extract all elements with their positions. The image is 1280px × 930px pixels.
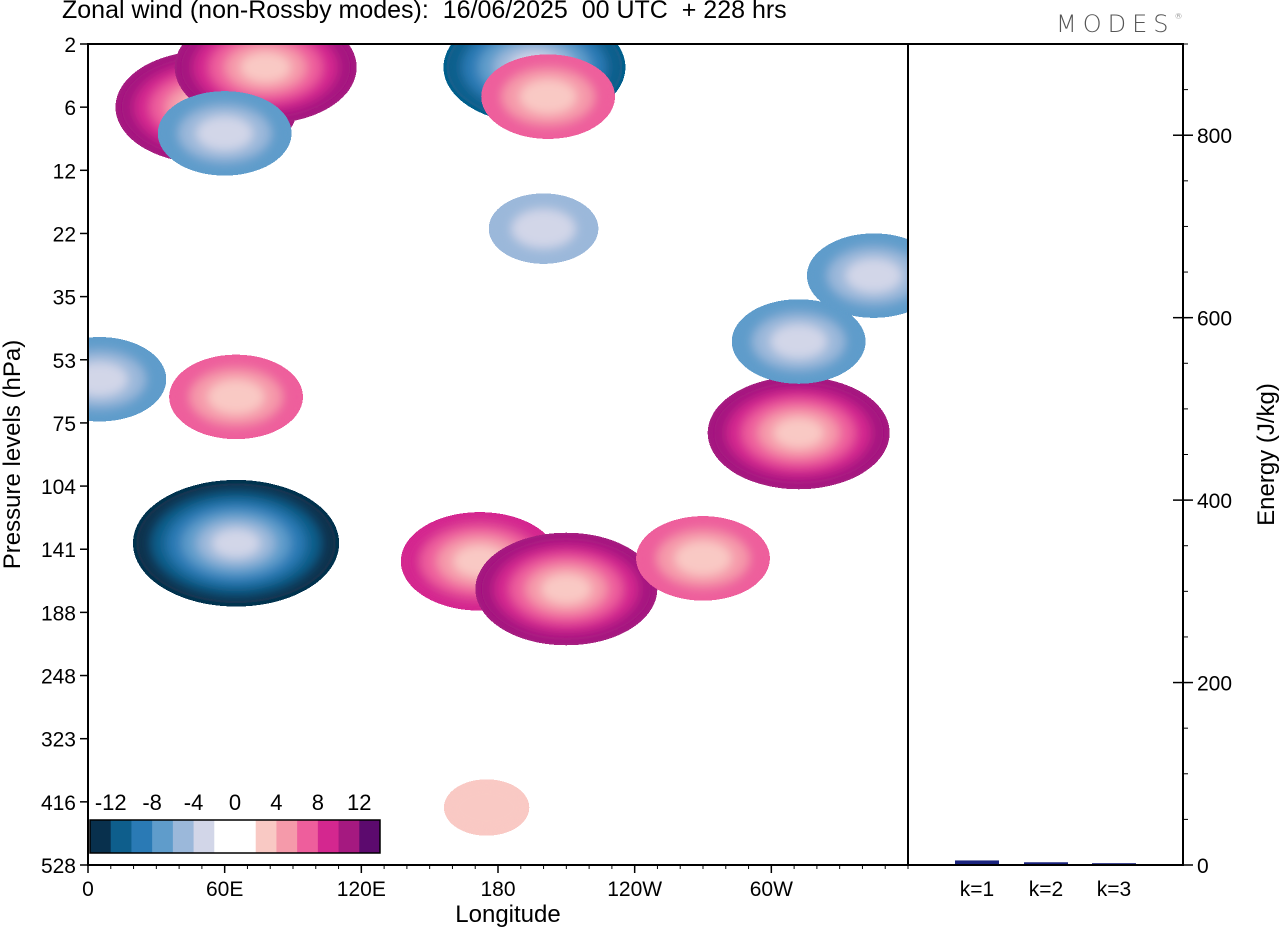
y-tick-label: 528 bbox=[41, 855, 76, 878]
x-tick-label: 0 bbox=[82, 878, 94, 901]
x-tick-label: 120E bbox=[337, 878, 386, 901]
colorbar-frame bbox=[89, 819, 381, 854]
colorbar-label: -12 bbox=[95, 790, 127, 815]
heatmap-feature bbox=[177, 44, 354, 121]
contour-level bbox=[511, 208, 576, 249]
colorbar-cell bbox=[235, 820, 257, 853]
contour-level bbox=[207, 379, 265, 415]
y-axis-title: Pressure levels (hPa) bbox=[0, 340, 26, 569]
contour-level bbox=[541, 573, 592, 605]
y-tick-label: 75 bbox=[53, 413, 76, 436]
bar-category-label: k=3 bbox=[1097, 878, 1131, 901]
bar-category-label: k=2 bbox=[1029, 878, 1063, 901]
heatmap-feature bbox=[172, 357, 301, 436]
energy-tick-label: 0 bbox=[1197, 855, 1209, 878]
x-axis-title: Longitude bbox=[455, 901, 560, 928]
y-tick-label: 35 bbox=[53, 287, 76, 310]
y-tick-label: 6 bbox=[64, 97, 76, 120]
energy-bar bbox=[1024, 862, 1068, 865]
contour-level bbox=[446, 782, 527, 833]
heatmap-feature bbox=[809, 236, 908, 315]
colorbar-label: -8 bbox=[142, 790, 162, 815]
contour-level bbox=[770, 324, 828, 359]
contour-level bbox=[773, 417, 824, 449]
contour-level bbox=[519, 79, 577, 115]
colorbar-cell bbox=[317, 820, 340, 853]
contour-level bbox=[240, 52, 291, 83]
x-tick-label: 60E bbox=[206, 878, 243, 901]
heatmap-feature bbox=[478, 535, 655, 642]
y-tick-label: 188 bbox=[41, 602, 76, 625]
colorbar-cell bbox=[276, 820, 298, 853]
colorbar-cell bbox=[255, 820, 277, 853]
colorbar-cell bbox=[131, 820, 153, 853]
heatmap-feature bbox=[491, 196, 596, 261]
colorbar-cell bbox=[152, 820, 174, 853]
y-tick-label: 53 bbox=[53, 350, 76, 373]
logo-text: MODES bbox=[1056, 10, 1175, 38]
colorbar-label: -4 bbox=[184, 790, 204, 815]
energy-tick-label: 800 bbox=[1197, 125, 1232, 148]
chart-title: Zonal wind (non-Rossby modes): 16/06/202… bbox=[62, 0, 787, 24]
colorbar-cell bbox=[338, 820, 360, 853]
colorbar-cell bbox=[110, 820, 132, 853]
heatmap-feature bbox=[88, 340, 164, 419]
heatmap-feature bbox=[639, 519, 767, 598]
colorbar-cell bbox=[193, 820, 215, 853]
y-tick-label: 104 bbox=[41, 476, 76, 499]
contour-level bbox=[196, 116, 254, 151]
y-tick-label: 416 bbox=[41, 792, 76, 815]
colorbar-label: 12 bbox=[347, 790, 371, 815]
x-tick-label: 60W bbox=[750, 878, 793, 901]
colorbar-label: 4 bbox=[270, 790, 282, 815]
energy-tick-label: 200 bbox=[1197, 673, 1232, 696]
colorbar-cell bbox=[90, 820, 112, 853]
energy-tick-label: 600 bbox=[1197, 308, 1232, 331]
y-tick-label: 248 bbox=[41, 666, 76, 689]
y-tick-label: 22 bbox=[53, 223, 76, 246]
energy-bar bbox=[955, 860, 999, 865]
colorbar-cell bbox=[172, 820, 195, 853]
y-tick-label: 2 bbox=[64, 34, 76, 57]
y-tick-label: 12 bbox=[53, 160, 76, 183]
modes-logo: MODES® bbox=[1056, 10, 1182, 38]
energy-bar-chart: k=1 k=2 k=3 0 200 400 600 800 Energy (J/kg) bbox=[955, 43, 1280, 901]
heatmap-feature bbox=[136, 483, 337, 604]
heatmap-field bbox=[88, 44, 908, 833]
heatmap-feature bbox=[734, 302, 863, 381]
colorbar-label: 0 bbox=[229, 790, 241, 815]
x-tick-label: 180 bbox=[480, 878, 515, 901]
y-tick-label: 323 bbox=[41, 729, 76, 752]
colorbar-cell bbox=[359, 820, 381, 853]
contour-level bbox=[674, 541, 732, 576]
bar-category-label: k=1 bbox=[960, 878, 994, 901]
contour-level bbox=[845, 258, 903, 293]
heatmap-feature bbox=[710, 379, 887, 486]
colorbar-cell bbox=[214, 820, 236, 853]
axes: 0 60E 120E 180 120W 60W Longitude 2 6 12 22 35 53 75 1… bbox=[0, 34, 1184, 928]
energy-tick-label: 400 bbox=[1197, 490, 1232, 513]
contour-level bbox=[88, 361, 128, 397]
colorbar: -12 -8 -4 0 4 8 12 bbox=[88, 784, 388, 864]
y-tick-label: 141 bbox=[41, 539, 76, 562]
logo-registered-mark: ® bbox=[1174, 12, 1183, 21]
heatmap-feature bbox=[446, 782, 527, 833]
heatmap-feature bbox=[160, 94, 289, 173]
contour-level bbox=[211, 528, 261, 558]
energy-axis-title: Energy (J/kg) bbox=[1253, 383, 1280, 526]
heatmap-feature bbox=[484, 57, 613, 136]
x-tick-label: 120W bbox=[607, 878, 662, 901]
bar-panel-frame bbox=[907, 43, 1184, 866]
colorbar-label: 8 bbox=[312, 790, 324, 815]
colorbar-cell bbox=[297, 820, 319, 853]
